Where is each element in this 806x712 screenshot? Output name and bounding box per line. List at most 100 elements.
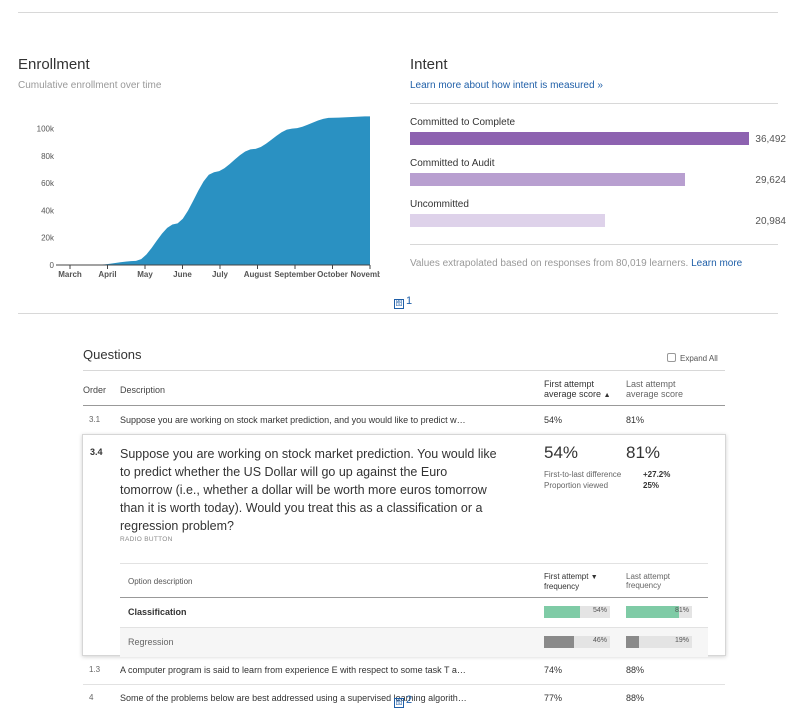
y-tick-label: 100k bbox=[37, 125, 55, 134]
section-divider bbox=[18, 313, 778, 314]
y-tick-label: 80k bbox=[41, 152, 55, 161]
frequency-value: 81% bbox=[674, 607, 689, 614]
expanded-question-text: Suppose you are working on stock market … bbox=[120, 447, 497, 533]
col-header-order: Order bbox=[83, 385, 107, 395]
sort-ascending-icon: ▲ bbox=[603, 392, 611, 399]
x-tick-label: October bbox=[317, 270, 348, 279]
row-description: Suppose you are working on stock market … bbox=[120, 415, 466, 425]
intent-learn-more-link[interactable]: Learn more about how intent is measured … bbox=[410, 80, 603, 91]
stat-viewed-label: Proportion viewed bbox=[544, 481, 609, 490]
x-tick-label: May bbox=[137, 270, 153, 279]
option-last-frequency-bar: 81% bbox=[626, 606, 692, 618]
expand-all-checkbox[interactable] bbox=[667, 353, 676, 362]
x-tick-label: June bbox=[173, 270, 192, 279]
col-header-last-attempt-line1: Last attempt bbox=[626, 379, 676, 389]
x-tick-label: September bbox=[274, 270, 315, 279]
x-tick-label: March bbox=[58, 270, 82, 279]
enrollment-area bbox=[58, 116, 370, 265]
x-tick-label: August bbox=[244, 270, 272, 279]
table-row[interactable]: 4 Some of the problems below are best ad… bbox=[83, 684, 725, 712]
frequency-fill bbox=[544, 636, 575, 648]
enrollment-title: Enrollment bbox=[18, 56, 90, 73]
row-first-score: 77% bbox=[544, 693, 563, 703]
frequency-value: 46% bbox=[592, 637, 607, 644]
option-col-first-attempt-line1: First attempt ▼ bbox=[544, 572, 598, 582]
option-first-frequency-bar: 46% bbox=[544, 636, 610, 648]
y-tick-label: 60k bbox=[41, 179, 55, 188]
frequency-value: 54% bbox=[592, 607, 607, 614]
questions-divider bbox=[83, 370, 725, 371]
option-row[interactable]: Regression 46% 19% bbox=[120, 628, 708, 657]
option-col-first-attempt-line2: frequency bbox=[544, 582, 580, 591]
col-header-last-attempt-line2: average score bbox=[626, 389, 684, 399]
expand-all-label: Expand All bbox=[680, 354, 718, 363]
row-last-score: 81% bbox=[626, 415, 645, 425]
y-tick-label: 0 bbox=[50, 261, 55, 270]
questions-title: Questions bbox=[83, 347, 142, 362]
intent-title: Intent bbox=[410, 56, 448, 73]
x-tick-label: July bbox=[212, 270, 229, 279]
expanded-order: 3.4 bbox=[90, 447, 103, 457]
table-row[interactable]: 1.3 A computer program is said to learn … bbox=[83, 656, 725, 685]
col-header-description: Description bbox=[120, 385, 166, 395]
x-tick-label: November bbox=[350, 270, 380, 279]
y-axis-ticks: 0 20k 40k 60k 80k 100k bbox=[37, 125, 55, 270]
stat-viewed-value: 25% bbox=[643, 481, 660, 490]
y-tick-label: 20k bbox=[41, 234, 55, 243]
stat-diff-value: +27.2% bbox=[643, 470, 671, 479]
options-divider-top bbox=[120, 563, 708, 564]
frequency-value: 19% bbox=[674, 637, 689, 644]
option-col-last-attempt-line2: frequency bbox=[626, 581, 662, 590]
intent-value: 20,984 bbox=[755, 216, 786, 227]
row-first-score: 54% bbox=[544, 415, 563, 425]
figure-icon: 图 bbox=[394, 698, 404, 708]
frequency-fill bbox=[626, 606, 680, 618]
intent-footnote-link[interactable]: Learn more bbox=[691, 258, 743, 269]
option-first-frequency-bar: 54% bbox=[544, 606, 610, 618]
row-last-score: 88% bbox=[626, 693, 645, 703]
table-row[interactable]: 3.1 Suppose you are working on stock mar… bbox=[83, 406, 725, 435]
option-col-header: Option description bbox=[128, 577, 193, 586]
option-label: Regression bbox=[128, 637, 174, 647]
intent-label: Uncommitted bbox=[410, 199, 469, 210]
question-type: RADIO BUTTON bbox=[120, 536, 173, 543]
option-label: Classification bbox=[128, 607, 187, 617]
frequency-fill bbox=[626, 636, 639, 648]
row-first-score: 74% bbox=[544, 665, 563, 675]
top-divider bbox=[18, 12, 778, 13]
expanded-question-card[interactable]: 3.4 Suppose you are working on stock mar… bbox=[82, 434, 726, 657]
col-header-last-attempt[interactable]: Last attempt average score bbox=[626, 379, 683, 399]
col-header-first-attempt-line2-text: average score bbox=[544, 389, 602, 399]
intent-bar bbox=[410, 214, 605, 227]
option-last-frequency-bar: 19% bbox=[626, 636, 692, 648]
x-axis: March April May June July August September Octo… bbox=[56, 264, 380, 279]
sort-descending-icon: ▼ bbox=[590, 574, 598, 581]
intent-value: 29,624 bbox=[755, 175, 786, 186]
col-header-first-attempt[interactable]: First attempt average score ▲ bbox=[544, 379, 611, 401]
figure-icon: 图 bbox=[394, 299, 404, 309]
intent-bar bbox=[410, 173, 686, 186]
x-tick-label: April bbox=[98, 270, 116, 279]
option-col-first-attempt[interactable]: First attempt ▼ frequency bbox=[544, 572, 598, 591]
col-header-first-attempt-line1: First attempt bbox=[544, 379, 595, 389]
option-col-first-attempt-line1-text: First attempt bbox=[544, 572, 589, 581]
intent-label: Committed to Audit bbox=[410, 158, 495, 169]
intent-label: Committed to Complete bbox=[410, 117, 516, 128]
header-underline bbox=[83, 405, 725, 406]
expanded-last-score: 81% bbox=[626, 443, 661, 462]
intent-value: 36,492 bbox=[755, 134, 786, 145]
option-row[interactable]: Classification 54% 81% bbox=[120, 598, 708, 628]
figure-number: 2 bbox=[406, 694, 413, 706]
intent-bar bbox=[410, 132, 749, 145]
option-col-last-attempt[interactable]: Last attempt frequency bbox=[626, 572, 670, 590]
row-order: 3.1 bbox=[89, 415, 101, 424]
enrollment-area-series bbox=[58, 116, 370, 265]
row-description: Some of the problems below are best addr… bbox=[120, 693, 467, 703]
row-last-score: 88% bbox=[626, 665, 645, 675]
expand-all-toggle[interactable]: Expand All bbox=[667, 353, 718, 363]
frequency-fill bbox=[544, 606, 580, 618]
enrollment-subtitle: Cumulative enrollment over time bbox=[18, 80, 162, 91]
row-order: 4 bbox=[89, 693, 94, 702]
option-col-last-attempt-line1: Last attempt bbox=[626, 572, 671, 581]
